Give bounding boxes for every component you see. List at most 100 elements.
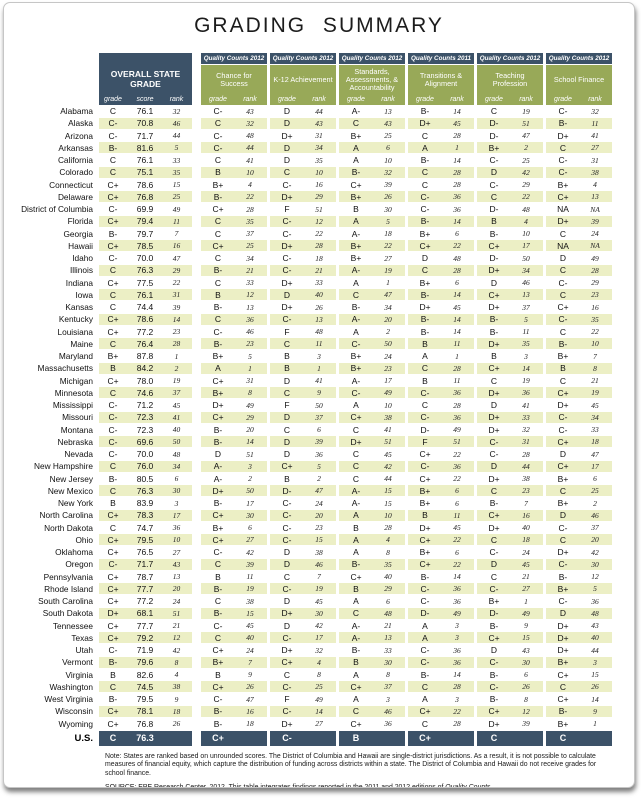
teaching-profession-cell: D- 49 <box>477 607 543 619</box>
category-grade: B+ <box>419 228 431 239</box>
table-row: Montana C- 72.3 40 B- 20 C 6 C 41 <box>4 424 634 436</box>
category-grade: C- <box>213 106 223 117</box>
us-category-grade: C <box>490 733 498 744</box>
table-row: Oklahoma C+ 76.5 27 C- 42 D 38 A 8 <box>4 546 634 558</box>
category-grade: B- <box>489 326 499 337</box>
state-label: Washington <box>49 681 93 692</box>
overall-rank: 22 <box>172 278 181 288</box>
category-rank: 42 <box>246 547 254 557</box>
category-rank: 28 <box>453 167 461 177</box>
quality-counts-year-label: Quality Counts 2011 <box>408 53 474 64</box>
overall-grade-cell: C+ 78.6 14 <box>99 313 192 325</box>
state-label: Alaska <box>68 118 93 129</box>
category-grade: A- <box>351 265 361 276</box>
overall-grade-cell: C+ 79.5 10 <box>99 534 192 546</box>
table-row: Wyoming C+ 76.8 26 B- 18 D+ 27 C+ 36 <box>4 718 634 730</box>
category-rank: 11 <box>246 572 254 582</box>
category-grade: C <box>490 375 498 386</box>
category-grade: C- <box>282 706 292 717</box>
standards-assessments-cell: C+ 40 <box>339 571 405 582</box>
standards-assessments-cell: A 3 <box>339 694 405 705</box>
school-finance-cell: C 21 <box>546 375 612 386</box>
category-grade: C+ <box>281 461 293 472</box>
category-rank: 13 <box>246 302 254 312</box>
category-rank: 15 <box>591 670 599 680</box>
category-grade: A <box>422 632 428 643</box>
overall-rank: 1 <box>174 351 179 361</box>
school-finance-cell: B+ 2 <box>546 498 612 509</box>
standards-assessments-cell: A- 13 <box>339 632 405 644</box>
transitions-alignment-cell: C+ 22 <box>408 449 474 460</box>
teaching-profession-cell: C- 25 <box>477 155 543 166</box>
category-grade: B- <box>489 228 499 239</box>
category-grade: B- <box>351 302 361 313</box>
category-grade: C+ <box>350 571 362 582</box>
category-rank: 10 <box>246 167 254 177</box>
overall-score: 70.0 <box>136 253 154 264</box>
overall-grade-cell: B 82.6 4 <box>99 669 192 680</box>
category-rank: 40 <box>522 523 530 533</box>
overall-score: 79.2 <box>136 632 154 643</box>
standards-assessments-cell: C 42 <box>339 460 405 472</box>
overall-grade: C+ <box>107 718 119 729</box>
overall-grade-cell: B- 79.6 8 <box>99 656 192 668</box>
category-rank: 28 <box>591 265 599 275</box>
category-grade: A- <box>213 473 223 484</box>
overall-rank: 50 <box>172 437 181 447</box>
category-rank: 5 <box>317 461 321 471</box>
category-grade: B+ <box>419 485 431 496</box>
overall-score: 74.4 <box>136 302 154 313</box>
overall-grade: B- <box>108 657 118 668</box>
us-school-finance-cell: C <box>546 730 612 746</box>
category-grade: C <box>283 571 291 582</box>
category-grade: C+ <box>557 436 569 447</box>
overall-grade-cell: B 84.2 2 <box>99 362 192 374</box>
category-grade: C <box>559 534 567 545</box>
category-rank: 5 <box>248 351 252 361</box>
k12-achievement-cell: D 38 <box>270 547 336 558</box>
overall-score: 79.5 <box>136 694 154 705</box>
standards-assessments-cell: C 48 <box>339 607 405 619</box>
category-grade: D+ <box>488 424 500 435</box>
category-grade: A <box>422 142 428 153</box>
category-grade: C- <box>282 583 292 594</box>
category-rank: 22 <box>453 535 461 545</box>
category-grade: F <box>284 326 290 337</box>
overall-rank: 39 <box>172 302 181 312</box>
transitions-alignment-cell: C- 36 <box>408 204 474 215</box>
teaching-profession-cell: D+ 32 <box>477 424 543 435</box>
category-grade: D+ <box>488 302 500 313</box>
standards-assessments-cell: A 1 <box>339 277 405 288</box>
overall-score: 79.5 <box>136 534 154 545</box>
category-rank: 10 <box>384 510 392 520</box>
category-rank: 30 <box>246 510 254 520</box>
category-rank: NA <box>590 204 600 214</box>
category-rank: 33 <box>315 278 323 288</box>
category-rank: 11 <box>591 118 599 128</box>
teaching-profession-cell: C+ 16 <box>477 509 543 521</box>
teaching-profession-cell: B- 9 <box>477 620 543 631</box>
table-row: South Dakota D+ 68.1 51 B- 15 D+ 30 C 48 <box>4 607 634 619</box>
category-grade: B- <box>489 669 499 680</box>
k12-achievement-cell: C- 20 <box>270 509 336 521</box>
category-rank: 4 <box>248 180 252 190</box>
chance-for-success-cell: B+ 6 <box>201 522 267 533</box>
category-rank: 47 <box>246 694 254 704</box>
category-rank: 34 <box>522 265 530 275</box>
category-rank: 50 <box>246 486 254 496</box>
category-rank: 39 <box>384 180 392 190</box>
category-rank: 44 <box>522 461 530 471</box>
category-grade: D+ <box>281 191 293 202</box>
category-grade: B- <box>213 436 223 447</box>
state-label: North Dakota <box>44 522 93 533</box>
category-grade: C- <box>489 179 499 190</box>
category-rank: 15 <box>522 633 530 643</box>
transitions-alignment-cell: B+ 6 <box>408 228 474 239</box>
category-rank: 44 <box>384 474 392 484</box>
overall-grade: B- <box>108 473 118 484</box>
category-rank: 37 <box>384 682 392 692</box>
standards-assessments-cell: A 10 <box>339 155 405 166</box>
chance-for-success-cell: C- 47 <box>201 694 267 705</box>
us-overall-score: 76.3 <box>136 733 154 744</box>
overall-grade: C <box>109 302 117 313</box>
